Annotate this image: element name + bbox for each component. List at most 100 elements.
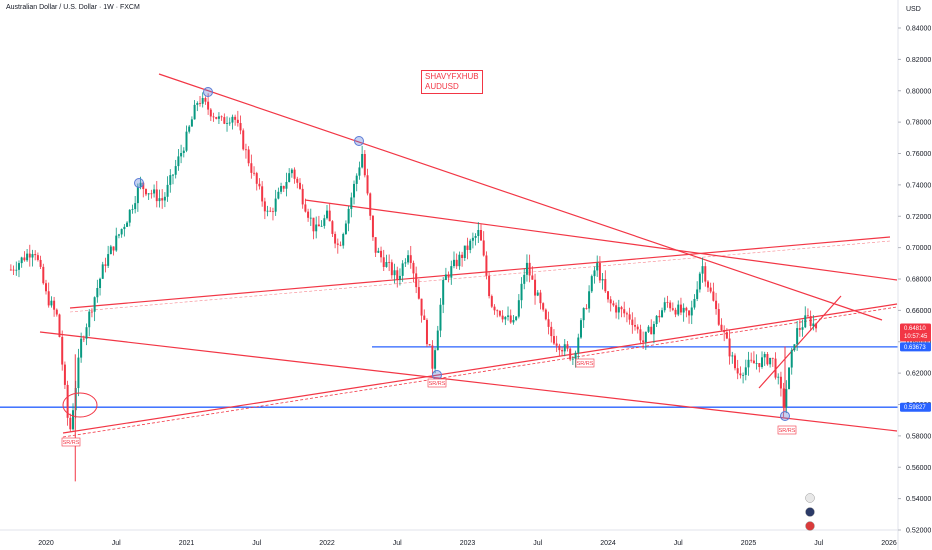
- candle-body: [766, 354, 769, 365]
- descending-channel-lower: [39, 331, 898, 432]
- sr-label-box: [61, 437, 81, 447]
- candle-body: [20, 257, 23, 264]
- candle-body: [277, 191, 280, 199]
- candle-body: [417, 287, 420, 299]
- candle-body: [280, 186, 283, 192]
- event-icon: [805, 521, 815, 531]
- candle-body: [601, 279, 604, 281]
- candle-body: [361, 153, 364, 168]
- candle-body: [290, 169, 293, 174]
- candle-body: [547, 319, 550, 327]
- candle-body: [552, 336, 555, 344]
- candle-body: [209, 109, 212, 117]
- candle-body: [315, 224, 318, 232]
- candle-body: [396, 270, 399, 281]
- candle-body: [169, 175, 172, 185]
- x-tick-label: 2022: [319, 540, 335, 547]
- candle-body: [390, 262, 393, 276]
- x-tick-label: Jul: [393, 540, 402, 547]
- candle-body: [193, 104, 196, 120]
- candle-body: [647, 326, 650, 332]
- candle-body: [679, 304, 682, 313]
- candle-body: [461, 254, 464, 259]
- candle-body: [428, 344, 431, 346]
- y-tick-label: 0.70000: [906, 245, 931, 252]
- x-tick-label: 2021: [179, 540, 195, 547]
- candle-body: [493, 306, 496, 311]
- candle-body: [455, 259, 458, 267]
- candle-body: [369, 193, 372, 216]
- y-tick-label: 0.84000: [906, 26, 931, 33]
- candle-body: [180, 152, 183, 157]
- candle-body: [293, 169, 296, 179]
- candle-body: [269, 210, 272, 212]
- candle-body: [304, 204, 307, 212]
- candle-body: [85, 327, 88, 339]
- candle-body: [147, 193, 150, 195]
- candle-body: [163, 196, 166, 201]
- candle-body: [90, 311, 93, 313]
- candle-body: [555, 343, 558, 346]
- candle-body: [569, 348, 572, 360]
- candle-body: [761, 357, 764, 368]
- y-tick-label: 0.72000: [906, 214, 931, 221]
- candle-body: [625, 313, 628, 315]
- candle-body: [644, 331, 647, 343]
- ascending-trendline-upper: [69, 236, 891, 309]
- candle-body: [285, 181, 288, 189]
- annotation-line-2: AUDUSD: [425, 82, 459, 91]
- candle-body: [704, 266, 707, 282]
- candle-body: [347, 208, 350, 224]
- level-tag-0.63673-value: 0.63673: [904, 345, 926, 351]
- candle-body: [69, 417, 72, 430]
- candle-body: [342, 233, 345, 246]
- candle-body: [266, 210, 269, 212]
- candle-body: [331, 221, 334, 234]
- candle-body: [207, 101, 210, 110]
- candle-body: [223, 117, 226, 124]
- candle-body: [701, 266, 704, 274]
- candle-body: [158, 198, 161, 202]
- level-tag-0.63673-bg: [900, 342, 931, 352]
- sr-label-text: SR/RS: [63, 440, 80, 446]
- annotation-box[interactable]: SHAVYFXHUB AUDUSD: [421, 70, 483, 94]
- sr-label-box: [427, 378, 447, 388]
- candle-body: [242, 130, 245, 150]
- candle-body: [542, 303, 545, 310]
- candle-body: [201, 98, 204, 104]
- yaxis-unit-label: USD: [906, 6, 921, 13]
- candle-body: [636, 326, 639, 330]
- sr-label-text: SR/RS: [429, 381, 446, 387]
- candle-body: [117, 234, 120, 236]
- ascending-trendline-lower: [62, 303, 898, 434]
- candle-body: [150, 193, 153, 195]
- candle-body: [212, 116, 215, 118]
- candle-body: [393, 270, 396, 276]
- y-tick-label: 0.80000: [906, 88, 931, 95]
- candle-body: [469, 240, 472, 250]
- candle-body: [155, 189, 158, 202]
- candle-body: [482, 240, 485, 256]
- candle-body: [12, 269, 15, 271]
- pivot-markers: [62, 87, 790, 421]
- candle-body: [604, 279, 607, 292]
- candle-body: [115, 235, 118, 251]
- candle-body: [131, 209, 134, 210]
- candle-body: [466, 245, 469, 250]
- candle-body: [725, 332, 728, 339]
- candle-body: [177, 156, 180, 167]
- x-tick-label: Jul: [112, 540, 121, 547]
- candle-body: [755, 363, 758, 364]
- current-price-tag-value: 0.64810: [904, 326, 926, 332]
- candle-body: [371, 215, 374, 238]
- candle-body: [96, 287, 99, 298]
- candle-body: [747, 359, 750, 368]
- candle-body: [744, 367, 747, 375]
- y-tick-label: 0.58000: [906, 433, 931, 440]
- candle-body: [420, 298, 423, 316]
- candle-body: [93, 297, 96, 312]
- candle-body: [774, 358, 777, 378]
- sr-labels: SR/RS SR/RS SR/RS SR/RS: [61, 358, 797, 447]
